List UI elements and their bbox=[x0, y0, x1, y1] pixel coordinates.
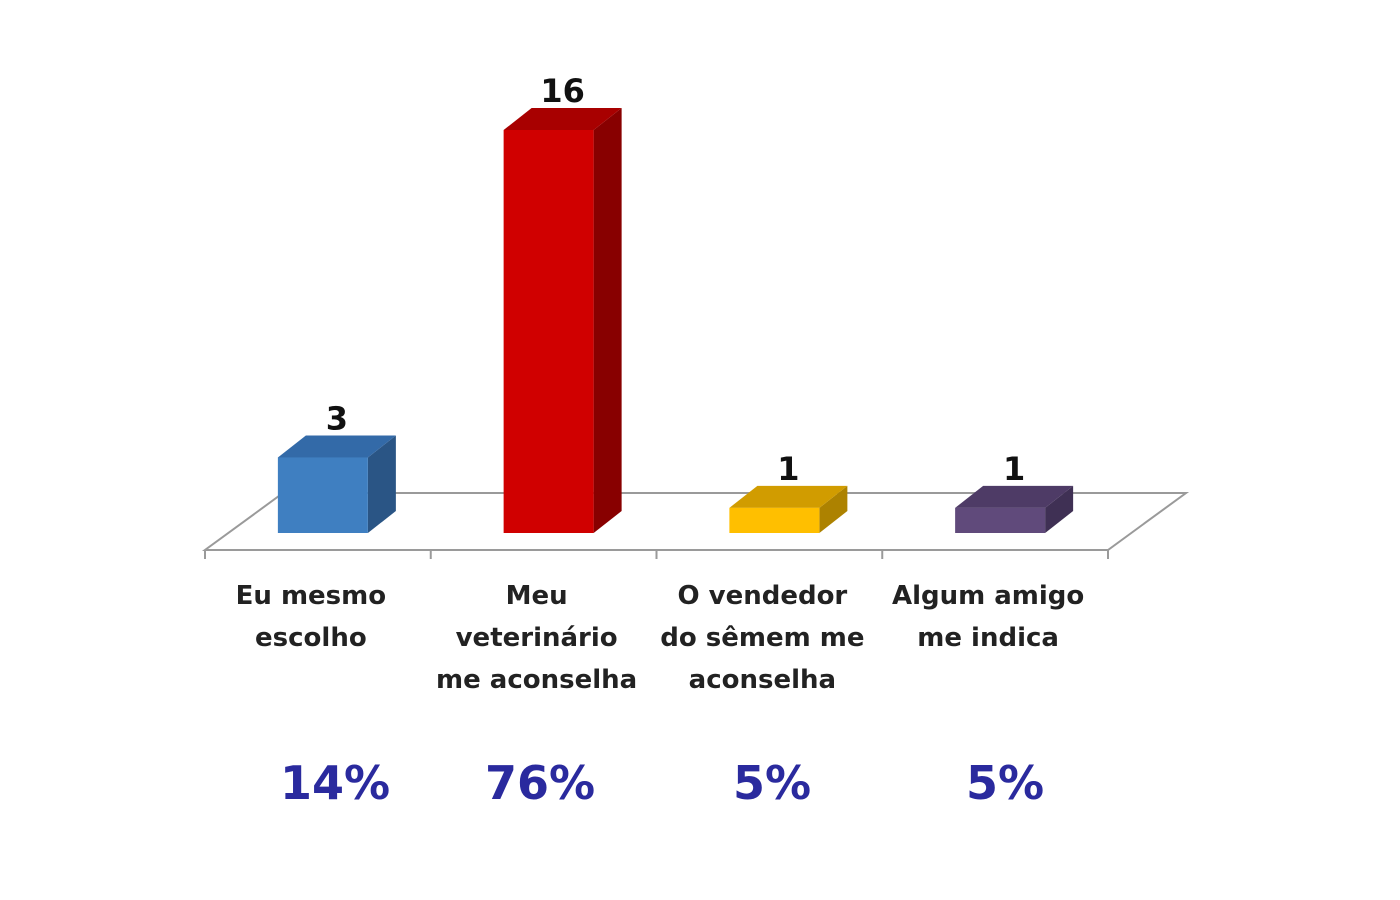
bar-side-face bbox=[367, 435, 396, 533]
bar-front-face bbox=[729, 507, 820, 533]
bars-group bbox=[277, 108, 1074, 533]
bar bbox=[503, 108, 622, 533]
bar-top-face bbox=[277, 435, 396, 458]
data-label: 16 bbox=[540, 72, 585, 110]
data-label: 3 bbox=[326, 399, 348, 437]
bar-side-face bbox=[1045, 485, 1074, 533]
category-label: veterinário bbox=[456, 623, 618, 653]
category-label: O vendedor bbox=[677, 581, 847, 611]
category-label: escolho bbox=[255, 623, 367, 653]
chart-floor bbox=[201, 492, 1190, 559]
percentage-label: 5% bbox=[966, 756, 1044, 810]
bar bbox=[955, 485, 1074, 533]
percentage-label: 14% bbox=[280, 756, 390, 810]
category-label: aconselha bbox=[689, 665, 836, 695]
bar-top-face bbox=[729, 485, 848, 508]
category-label: me aconselha bbox=[436, 665, 637, 695]
percentage-label: 5% bbox=[733, 756, 811, 810]
bar-front-face bbox=[277, 457, 368, 533]
bar-top-face bbox=[955, 485, 1074, 508]
category-label: me indica bbox=[917, 623, 1059, 653]
category-label: Meu bbox=[506, 581, 568, 611]
bar-top-face bbox=[503, 108, 622, 130]
percentage-label: 76% bbox=[485, 756, 595, 810]
labels-group: 3 Eu mesmo escolho 14% 16 Meu veterinário me ac… bbox=[236, 72, 1085, 810]
category-label: do sêmem me bbox=[660, 623, 864, 653]
bar bbox=[729, 485, 848, 533]
category-label: Algum amigo bbox=[892, 581, 1084, 611]
bar-side-face bbox=[819, 485, 848, 533]
bar-front-face bbox=[955, 507, 1046, 533]
bar bbox=[277, 435, 396, 533]
bar-side-face bbox=[593, 108, 622, 533]
category-label: Eu mesmo bbox=[236, 581, 386, 611]
data-label: 1 bbox=[777, 450, 799, 488]
data-label: 1 bbox=[1003, 450, 1025, 488]
bar-front-face bbox=[503, 130, 594, 533]
floor-plane bbox=[201, 492, 1190, 551]
